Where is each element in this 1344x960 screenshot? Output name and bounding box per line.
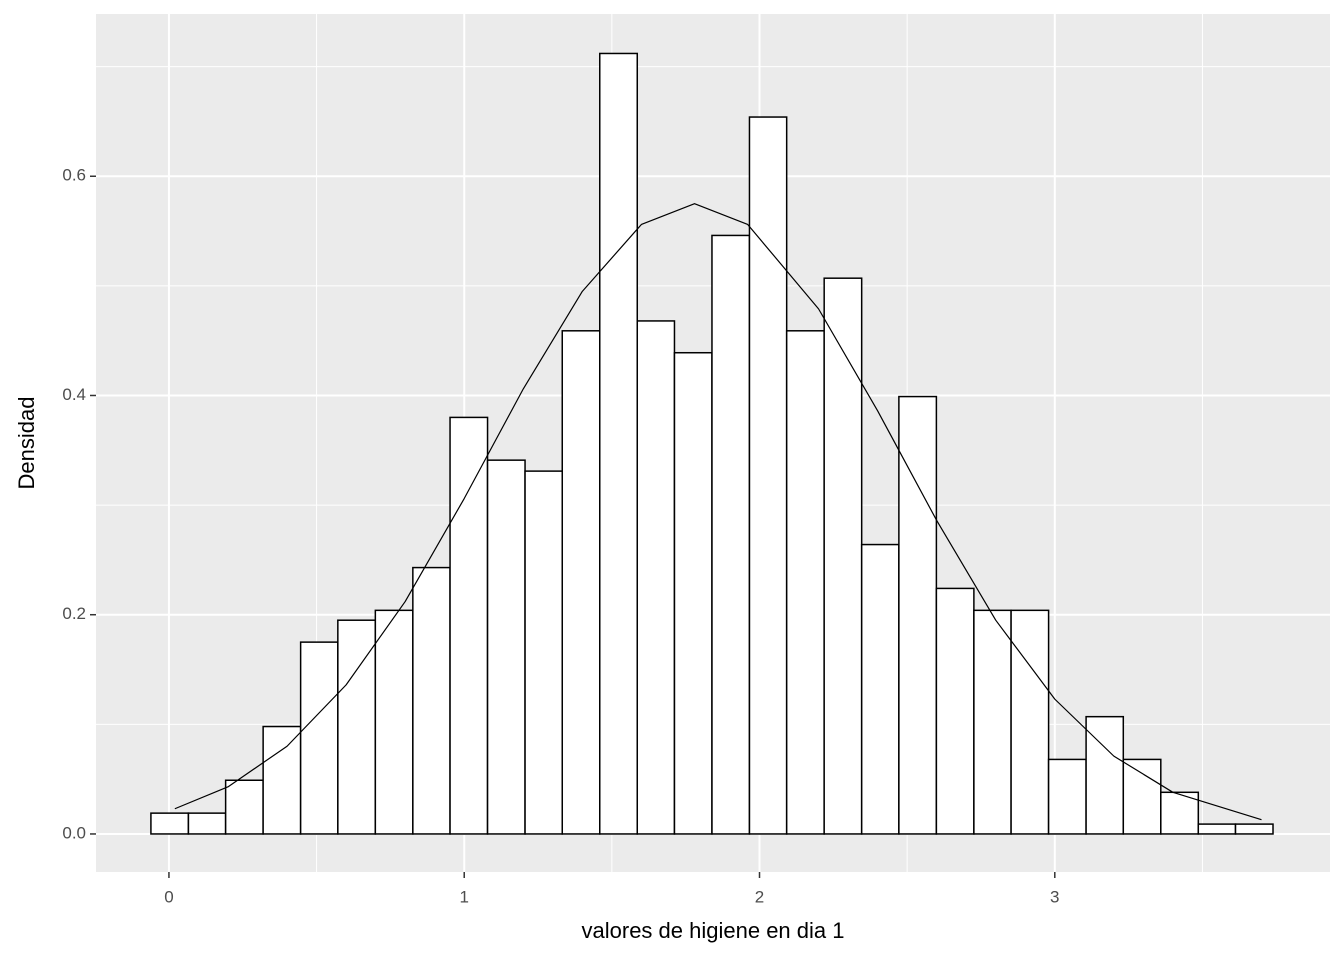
x-tick-label: 3 <box>1050 887 1059 906</box>
histogram-bar <box>1122 758 1162 835</box>
y-tick-label: 0.4 <box>62 385 86 404</box>
histogram-bar <box>973 609 1012 835</box>
x-tick-label: 0 <box>164 887 173 906</box>
y-tick-label: 0.0 <box>62 823 86 842</box>
histogram-bar <box>1047 758 1087 835</box>
histogram-bar <box>374 609 414 835</box>
histogram-bar <box>898 395 938 835</box>
histogram-bar <box>1234 823 1274 835</box>
histogram-bar <box>823 277 863 835</box>
histogram-bar <box>1010 609 1050 835</box>
histogram-bar <box>860 543 900 835</box>
histogram-bar <box>673 351 713 835</box>
histogram-bar <box>1160 791 1200 835</box>
histogram-bar <box>150 812 190 835</box>
histogram-bar <box>785 330 825 835</box>
histogram-bar <box>1197 823 1237 835</box>
histogram-bar <box>561 330 601 835</box>
histogram-bar <box>412 566 451 835</box>
histogram-bar <box>299 641 339 835</box>
histogram-bar <box>262 725 302 835</box>
histogram-bar <box>486 459 526 835</box>
histogram-bar <box>599 52 639 835</box>
y-tick-label: 0.6 <box>62 166 86 185</box>
histogram-bar <box>524 470 564 835</box>
histogram-bar <box>224 779 264 835</box>
histogram-bar <box>636 320 676 835</box>
x-axis-title: valores de higiene en dia 1 <box>582 918 845 943</box>
histogram-bar <box>711 234 751 835</box>
x-tick-label: 1 <box>459 887 468 906</box>
density-curve <box>174 203 1262 821</box>
x-tick-label: 2 <box>755 887 764 906</box>
histogram-bar <box>935 587 975 835</box>
histogram-bar <box>449 416 489 835</box>
histogram-bar <box>748 116 788 835</box>
histogram-bar <box>187 812 227 835</box>
y-tick-label: 0.2 <box>62 604 86 623</box>
y-axis-title: Densidad <box>14 397 39 490</box>
